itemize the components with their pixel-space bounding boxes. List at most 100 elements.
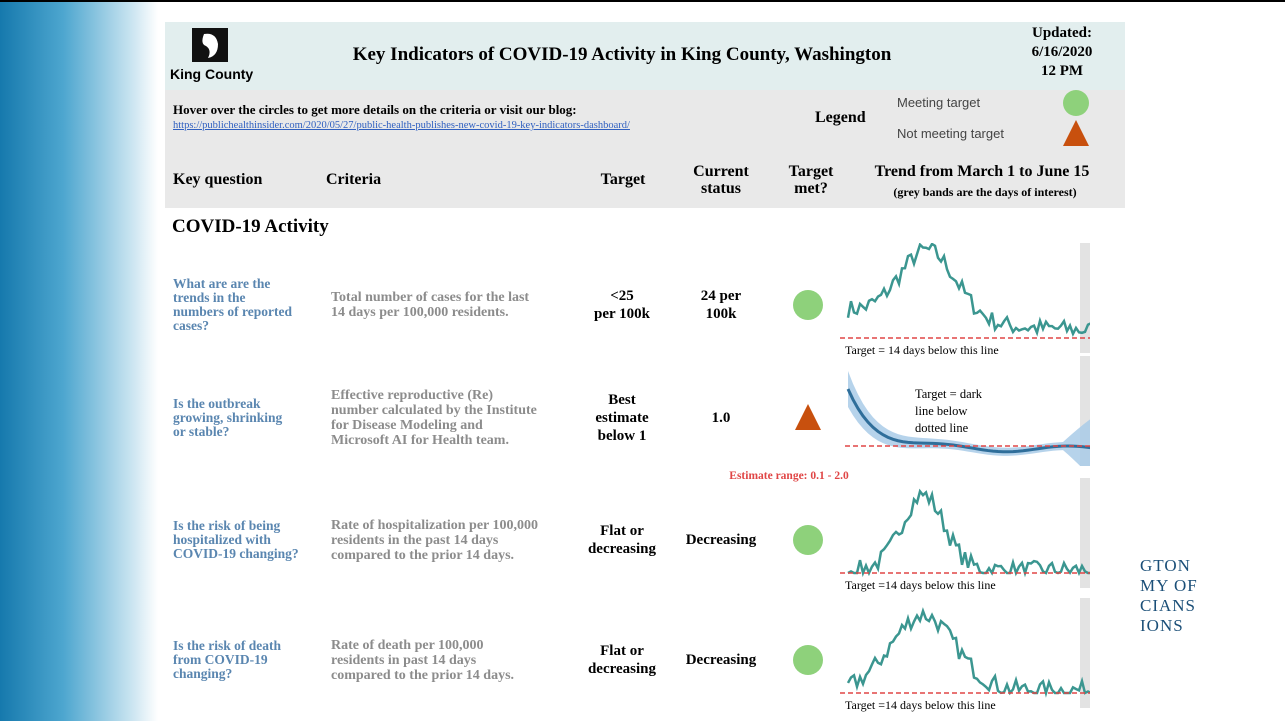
text-line: Updated: [1031, 25, 1092, 41]
text-line: IONS [1140, 616, 1184, 635]
text-line: Flat or [600, 523, 644, 539]
target: Best estimate below 1 [595, 391, 648, 445]
criteria: Total number of cases for the last 14 day… [331, 290, 529, 320]
text-line: Is the risk of death [173, 638, 282, 653]
text-line: from COVID-19 [173, 652, 268, 667]
text-line: Best [608, 392, 636, 408]
text-line: trends in the [173, 290, 246, 305]
text-line: Is the outbreak [173, 396, 261, 411]
text-line: Target [788, 163, 834, 180]
text-line: Effective reproductive (Re) [331, 388, 493, 403]
text-line: residents in the past 14 days [331, 532, 499, 548]
text-line: for Disease Modeling and [331, 418, 483, 433]
criteria: Rate of death per 100,000 residents in pa… [331, 638, 514, 683]
met-symbol[interactable] [793, 645, 823, 675]
text-line: GTON [1140, 556, 1191, 575]
text-line: line below [915, 404, 968, 418]
column-header: Trend from March 1 to June 15 [874, 163, 1090, 180]
text-line: below 1 [597, 428, 647, 444]
title-bar [165, 22, 1125, 90]
text-line: 24 per [700, 288, 742, 304]
text-line: 100k [705, 306, 737, 322]
target: <25 per 100k [594, 287, 650, 323]
section-title: COVID-19 Activity [172, 216, 329, 237]
header-band [165, 90, 1125, 208]
trend-chart [793, 478, 1090, 588]
not-met-symbol [795, 404, 821, 430]
chart-annotation: Target = dark line below dotted line [915, 386, 982, 437]
text-line: Rate of death per 100,000 [331, 637, 484, 653]
text-line: number calculated by the Institute [331, 403, 537, 418]
criteria: Effective reproductive (Re) number calcul… [331, 388, 537, 448]
column-header: Key question [173, 171, 263, 188]
hover-text: Hover over the circles to get more detai… [173, 102, 577, 117]
criteria: Rate of hospitalization per 100,000 resid… [331, 518, 538, 563]
text-line: Is the risk of being [173, 518, 281, 533]
text-line: Flat or [600, 643, 644, 659]
met-symbol[interactable] [793, 525, 823, 555]
key-question: What are are the trends in the numbers of … [173, 277, 292, 333]
text-line: COVID-19 changing? [173, 546, 299, 561]
trend-chart [795, 356, 1090, 466]
page-title: Key Indicators of COVID-19 Activity in K… [352, 44, 892, 65]
grey-band [1080, 598, 1090, 708]
text-line: 12 PM [1040, 63, 1084, 79]
text-line: 14 days per 100,000 residents. [331, 305, 509, 320]
text-line: 1.0 [711, 410, 731, 426]
text-line: cases? [173, 318, 209, 333]
logo-text: King County [170, 66, 254, 82]
text-line: decreasing [587, 541, 657, 557]
text-line: Decreasing [685, 652, 757, 668]
estimate-note: Estimate range: 0.1 - 2.0 [729, 470, 849, 482]
key-question: Is the risk of being hospitalized with COV… [173, 519, 299, 561]
text-line: dotted line [915, 421, 969, 435]
side-text: GTON MY OF CIANS IONS [1140, 556, 1198, 636]
text-line: met? [794, 180, 828, 197]
text-line: Rate of hospitalization per 100,000 [331, 517, 539, 533]
target: Flat or decreasing [588, 522, 656, 558]
top-border [0, 0, 1285, 2]
text-line: Current [693, 163, 749, 180]
text-line: compared to the prior 14 days. [331, 547, 515, 563]
current-status: 24 per 100k [701, 287, 741, 323]
current-status: Decreasing [686, 651, 757, 669]
text-line: status [700, 180, 742, 197]
legend-title: Legend [815, 109, 866, 126]
trend-line [846, 243, 1090, 338]
column-header: Target [600, 171, 646, 188]
text-line: compared to the prior 14 days. [331, 667, 515, 683]
text-line: numbers of reported [173, 304, 292, 319]
text-line: estimate [595, 410, 649, 426]
chart-annotation: Target = 14 days below this line [845, 343, 999, 357]
blog-link[interactable]: https://publichealthinsider.com/2020/05/… [173, 120, 630, 131]
key-question: Is the risk of death from COVID-19 changin… [173, 639, 281, 681]
text-line: per 100k [594, 306, 650, 322]
column-header: Criteria [326, 171, 382, 188]
key-question: Is the outbreak growing, shrinking or stab… [173, 397, 282, 439]
text-line: Microsoft AI for Health team. [331, 433, 509, 448]
text-line: CIANS [1140, 596, 1197, 615]
text-line: <25 [610, 288, 634, 304]
grey-band [1080, 478, 1090, 588]
trend-chart [793, 243, 1090, 353]
legend-item: Not meeting target [897, 126, 1004, 141]
column-header: Current status [693, 163, 749, 197]
text-line: growing, shrinking [173, 410, 283, 425]
text-line: residents in past 14 days [331, 652, 477, 668]
text-line: Total number of cases for the last [331, 290, 530, 305]
trend-chart [793, 598, 1090, 708]
text-line: decreasing [587, 661, 657, 677]
met-symbol[interactable] [793, 290, 823, 320]
column-note: (grey bands are the days of interest) [893, 185, 1077, 199]
text-line: changing? [173, 666, 233, 681]
text-line: Target = dark [915, 387, 983, 401]
target: Flat or decreasing [588, 642, 656, 678]
text-line: Decreasing [685, 532, 757, 548]
text-line: MY OF [1140, 576, 1198, 595]
text-line: hospitalized with [173, 532, 271, 547]
text-line: or stable? [173, 424, 230, 439]
chart-annotation: Target =14 days below this line [845, 698, 996, 712]
chart-annotation: Target =14 days below this line [845, 578, 996, 592]
text-line: What are are the [173, 276, 271, 291]
